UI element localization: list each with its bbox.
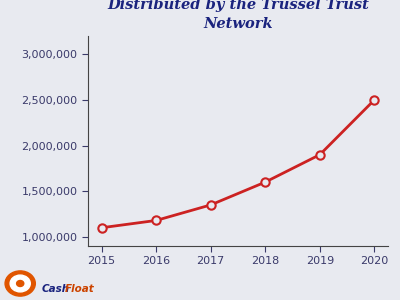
Text: Cash: Cash bbox=[42, 284, 70, 295]
Circle shape bbox=[16, 280, 24, 286]
Text: Float: Float bbox=[65, 284, 94, 295]
Title: Number of Emergency Food Parcels
Distributed by the Trussel Trust
Network: Number of Emergency Food Parcels Distrib… bbox=[91, 0, 385, 31]
Circle shape bbox=[5, 271, 35, 296]
Circle shape bbox=[10, 275, 30, 292]
